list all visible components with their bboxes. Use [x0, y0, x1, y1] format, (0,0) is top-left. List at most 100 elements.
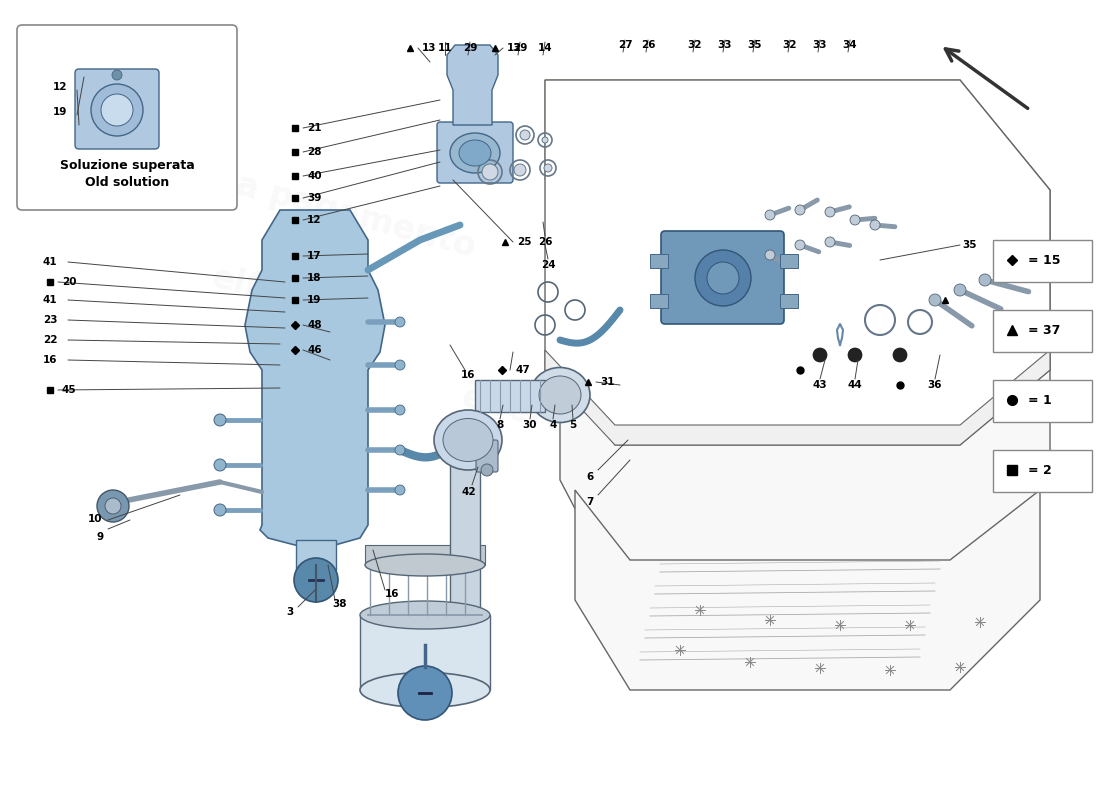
Polygon shape: [544, 350, 1050, 445]
Bar: [780, 254, 798, 268]
Text: 3: 3: [286, 607, 294, 617]
Circle shape: [795, 205, 805, 215]
Text: 18: 18: [307, 273, 321, 283]
Circle shape: [870, 220, 880, 230]
Text: 13: 13: [507, 43, 521, 53]
Text: 27: 27: [618, 40, 632, 50]
Text: = 15: = 15: [1028, 254, 1060, 266]
Polygon shape: [575, 490, 1040, 690]
FancyBboxPatch shape: [16, 25, 236, 210]
Circle shape: [764, 210, 776, 220]
Circle shape: [482, 164, 498, 180]
Circle shape: [707, 262, 739, 294]
Circle shape: [544, 164, 552, 172]
Circle shape: [104, 498, 121, 514]
Text: 44: 44: [848, 380, 862, 390]
Text: = 2: = 2: [1028, 463, 1052, 477]
Text: 19: 19: [307, 295, 321, 305]
Text: 29: 29: [513, 43, 527, 53]
Ellipse shape: [365, 554, 485, 576]
Text: 46: 46: [307, 345, 321, 355]
Circle shape: [395, 445, 405, 455]
Text: 23: 23: [43, 315, 57, 325]
Circle shape: [514, 164, 526, 176]
Text: 34: 34: [843, 40, 857, 50]
Polygon shape: [245, 210, 385, 545]
Circle shape: [695, 250, 751, 306]
FancyBboxPatch shape: [661, 231, 784, 324]
Text: 43: 43: [813, 380, 827, 390]
Circle shape: [813, 348, 827, 362]
Text: 28: 28: [307, 147, 321, 157]
Circle shape: [764, 250, 776, 260]
FancyBboxPatch shape: [993, 380, 1092, 422]
Polygon shape: [447, 45, 498, 125]
Text: 16: 16: [43, 355, 57, 365]
Text: 32: 32: [783, 40, 798, 50]
Ellipse shape: [434, 410, 502, 470]
Ellipse shape: [459, 140, 491, 166]
Text: 32: 32: [688, 40, 702, 50]
Text: 45: 45: [62, 385, 77, 395]
Circle shape: [395, 360, 405, 370]
Circle shape: [398, 666, 452, 720]
Ellipse shape: [360, 673, 490, 707]
Bar: [365, 545, 485, 565]
Text: 31: 31: [600, 377, 615, 387]
Ellipse shape: [530, 367, 590, 422]
Polygon shape: [544, 80, 1050, 370]
Text: 29: 29: [463, 43, 477, 53]
Text: 16: 16: [461, 370, 475, 380]
Text: 20: 20: [62, 277, 77, 287]
Bar: [780, 294, 798, 308]
Text: 7: 7: [586, 497, 594, 507]
Text: 35: 35: [748, 40, 762, 50]
FancyBboxPatch shape: [437, 122, 513, 183]
Text: 12: 12: [53, 82, 67, 92]
Circle shape: [214, 459, 225, 471]
Text: 24: 24: [541, 260, 556, 270]
Circle shape: [520, 130, 530, 140]
Ellipse shape: [360, 601, 490, 629]
FancyBboxPatch shape: [993, 310, 1092, 352]
Polygon shape: [560, 370, 1050, 585]
Text: 21: 21: [307, 123, 321, 133]
Text: 12: 12: [307, 215, 321, 225]
Bar: [475, 380, 544, 412]
Circle shape: [542, 137, 548, 143]
Circle shape: [954, 284, 966, 296]
FancyBboxPatch shape: [476, 440, 498, 472]
Text: 36: 36: [927, 380, 943, 390]
Circle shape: [825, 237, 835, 247]
Text: 14: 14: [538, 43, 552, 53]
Circle shape: [481, 464, 493, 476]
Text: 8: 8: [496, 420, 504, 430]
Text: 9: 9: [97, 532, 103, 542]
Circle shape: [979, 274, 991, 286]
Circle shape: [395, 317, 405, 327]
Text: 25: 25: [517, 237, 531, 247]
Polygon shape: [960, 80, 1050, 445]
Polygon shape: [450, 440, 480, 610]
Text: 26: 26: [640, 40, 656, 50]
Text: = 37: = 37: [1028, 323, 1060, 337]
Circle shape: [825, 207, 835, 217]
Text: 4: 4: [549, 420, 557, 430]
Circle shape: [848, 348, 862, 362]
Circle shape: [850, 215, 860, 225]
FancyBboxPatch shape: [993, 450, 1092, 492]
Text: 40: 40: [307, 171, 321, 181]
Circle shape: [795, 240, 805, 250]
Ellipse shape: [539, 376, 581, 414]
Circle shape: [294, 558, 338, 602]
Ellipse shape: [443, 418, 493, 462]
Circle shape: [395, 485, 405, 495]
Text: 41: 41: [43, 295, 57, 305]
Circle shape: [97, 490, 129, 522]
Text: 39: 39: [307, 193, 321, 203]
Text: 33: 33: [717, 40, 733, 50]
Circle shape: [395, 405, 405, 415]
Polygon shape: [544, 80, 1050, 445]
Text: 10: 10: [88, 514, 102, 524]
Bar: [650, 254, 668, 268]
